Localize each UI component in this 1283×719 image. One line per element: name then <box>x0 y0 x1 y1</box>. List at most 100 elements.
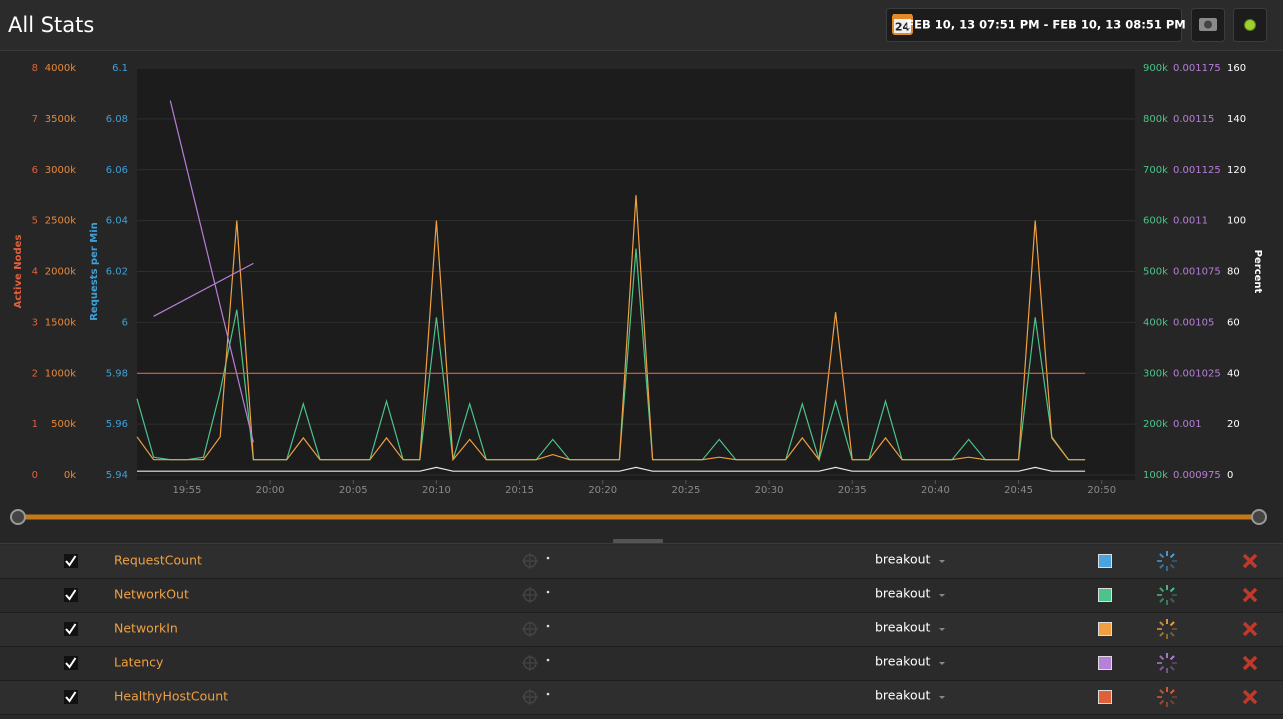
x-tick-label: 20:20 <box>588 485 617 496</box>
spinner-icon[interactable] <box>1159 665 1165 671</box>
color-swatch[interactable] <box>1098 588 1112 602</box>
spinner-icon[interactable] <box>1169 655 1175 661</box>
y-tick-label: 3500k <box>45 114 76 125</box>
breakout-label[interactable]: breakout <box>875 688 931 703</box>
y-tick-label: 1500k <box>45 317 76 328</box>
color-swatch[interactable] <box>1098 656 1112 670</box>
y-tick-label: 500k <box>1143 267 1168 278</box>
crosshair-lines <box>522 553 538 569</box>
remove-icon[interactable] <box>1242 689 1258 705</box>
y-tick-label: 6.06 <box>106 165 128 176</box>
y-tick-label: 0.001125 <box>1173 165 1221 176</box>
x-tick-label: 20:45 <box>1004 485 1033 496</box>
metric-row <box>0 613 1283 646</box>
spinner-icon[interactable] <box>1169 689 1175 695</box>
row-dot <box>546 692 550 696</box>
color-swatch[interactable] <box>1098 690 1112 704</box>
metric-name[interactable]: RequestCount <box>114 553 202 568</box>
axis-title: Requests per Min <box>89 222 100 321</box>
metric-row <box>0 545 1283 578</box>
y-tick-label: 6 <box>122 317 128 328</box>
breakout-label[interactable]: breakout <box>875 586 931 601</box>
x-tick-label: 19:55 <box>172 485 201 496</box>
status-light <box>1244 19 1256 31</box>
spinner-icon[interactable] <box>1169 553 1175 559</box>
spinner-icon[interactable] <box>1159 655 1165 661</box>
spinner-icon[interactable] <box>1159 587 1165 593</box>
y-tick-label: 5.94 <box>106 470 128 481</box>
breakout-caret <box>939 628 945 631</box>
y-tick-label: 300k <box>1143 368 1168 379</box>
remove-icon[interactable] <box>1242 587 1258 603</box>
metric-row <box>0 647 1283 680</box>
y-tick-label: 6.08 <box>106 114 128 125</box>
y-tick-label: 0 <box>1227 470 1233 481</box>
panel-resize-grip[interactable] <box>613 539 663 543</box>
y-tick-label: 100k <box>1143 470 1168 481</box>
remove-icon[interactable] <box>1242 553 1258 569</box>
breakout-label[interactable]: breakout <box>875 552 931 567</box>
spinner-icon[interactable] <box>1169 621 1175 627</box>
y-tick-label: 60 <box>1227 317 1240 328</box>
checkmark <box>65 623 77 635</box>
y-tick-label: 80 <box>1227 267 1240 278</box>
spinner-icon[interactable] <box>1169 665 1175 671</box>
spinner-icon[interactable] <box>1159 631 1165 637</box>
y-tick-label: 0.000975 <box>1173 470 1221 481</box>
spinner-icon[interactable] <box>1169 631 1175 637</box>
y-tick-label: 160 <box>1227 63 1246 74</box>
y-tick-label: 5 <box>32 216 38 227</box>
y-tick-label: 6 <box>32 165 38 176</box>
metric-name[interactable]: HealthyHostCount <box>114 689 228 704</box>
color-swatch[interactable] <box>1098 554 1112 568</box>
spinner-icon[interactable] <box>1159 689 1165 695</box>
y-tick-label: 700k <box>1143 165 1168 176</box>
y-tick-label: 900k <box>1143 63 1168 74</box>
y-tick-label: 0.001 <box>1173 419 1202 430</box>
range-slider-handle-right[interactable] <box>1251 509 1267 525</box>
remove-icon[interactable] <box>1242 655 1258 671</box>
breakout-label[interactable]: breakout <box>875 654 931 669</box>
y-tick-label: 400k <box>1143 317 1168 328</box>
checkmark <box>65 657 77 669</box>
crosshair-lines <box>522 587 538 603</box>
x-tick-label: 20:50 <box>1087 485 1116 496</box>
spinner-icon[interactable] <box>1159 553 1165 559</box>
y-tick-label: 800k <box>1143 114 1168 125</box>
checkmark <box>65 555 77 567</box>
y-tick-label: 5.96 <box>106 419 128 430</box>
y-tick-label: 0.00115 <box>1173 114 1214 125</box>
crosshair-lines <box>522 621 538 637</box>
date-range[interactable]: FEB 10, 13 07:51 PM - FEB 10, 13 08:51 P… <box>906 18 1185 32</box>
x-tick-label: 20:40 <box>921 485 950 496</box>
color-swatch[interactable] <box>1098 622 1112 636</box>
date-picker[interactable] <box>886 8 1182 42</box>
range-slider-handle-left[interactable] <box>10 509 26 525</box>
spinner-icon[interactable] <box>1169 597 1175 603</box>
y-tick-label: 8 <box>32 63 38 74</box>
y-tick-label: 0.001175 <box>1173 63 1221 74</box>
y-tick-label: 1 <box>32 419 38 430</box>
spinner-icon[interactable] <box>1159 597 1165 603</box>
spinner-icon[interactable] <box>1159 621 1165 627</box>
spinner-icon[interactable] <box>1169 699 1175 705</box>
spinner-icon[interactable] <box>1159 699 1165 705</box>
metric-name[interactable]: Latency <box>114 655 164 670</box>
y-tick-label: 6.04 <box>106 216 128 227</box>
y-tick-label: 4 <box>32 267 38 278</box>
y-tick-label: 0.0011 <box>1173 216 1208 227</box>
x-tick-label: 20:00 <box>256 485 285 496</box>
metric-name[interactable]: NetworkIn <box>114 621 178 636</box>
metric-name[interactable]: NetworkOut <box>114 587 189 602</box>
spinner-icon[interactable] <box>1169 563 1175 569</box>
breakout-label[interactable]: breakout <box>875 620 931 635</box>
y-tick-label: 2000k <box>45 267 76 278</box>
y-tick-label: 120 <box>1227 165 1246 176</box>
x-tick-label: 20:05 <box>339 485 368 496</box>
spinner-icon[interactable] <box>1169 587 1175 593</box>
breakout-caret <box>939 662 945 665</box>
crosshair-lines <box>522 655 538 671</box>
spinner-icon[interactable] <box>1159 563 1165 569</box>
y-tick-label: 140 <box>1227 114 1246 125</box>
remove-icon[interactable] <box>1242 621 1258 637</box>
